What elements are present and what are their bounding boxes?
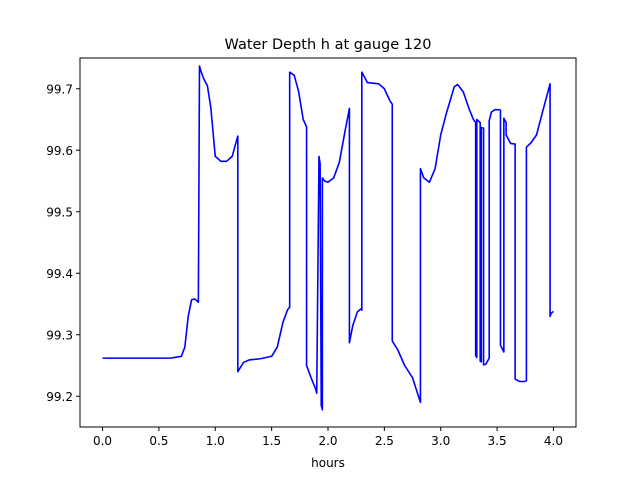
y-tick-label: 99.2 [46,390,73,404]
x-tick-label: 0.0 [93,434,112,448]
x-tick-label: 0.5 [149,434,168,448]
y-tick-label: 99.7 [46,82,73,96]
x-tick-label: 1.0 [206,434,225,448]
y-tick-label: 99.4 [46,267,73,281]
y-tick-label: 99.6 [46,144,73,158]
x-tick-label: 2.0 [318,434,337,448]
y-tick-label: 99.5 [46,205,73,219]
y-tick-label: 99.3 [46,328,73,342]
x-tick-label: 2.5 [375,434,394,448]
y-axis: 99.2 99.3 99.4 99.5 99.6 99.7 [46,82,80,404]
plot-frame [79,57,577,428]
x-axis-label: hours [311,456,345,470]
x-tick-label: 3.5 [488,434,507,448]
x-tick-label: 3.0 [431,434,450,448]
x-tick-label: 4.0 [544,434,563,448]
series-line [102,65,554,411]
chart-title: Water Depth h at gauge 120 [225,37,432,53]
x-tick-label: 1.5 [262,434,281,448]
x-axis: 0.0 0.5 1.0 1.5 2.0 2.5 3.0 3.5 4.0 [93,427,563,448]
